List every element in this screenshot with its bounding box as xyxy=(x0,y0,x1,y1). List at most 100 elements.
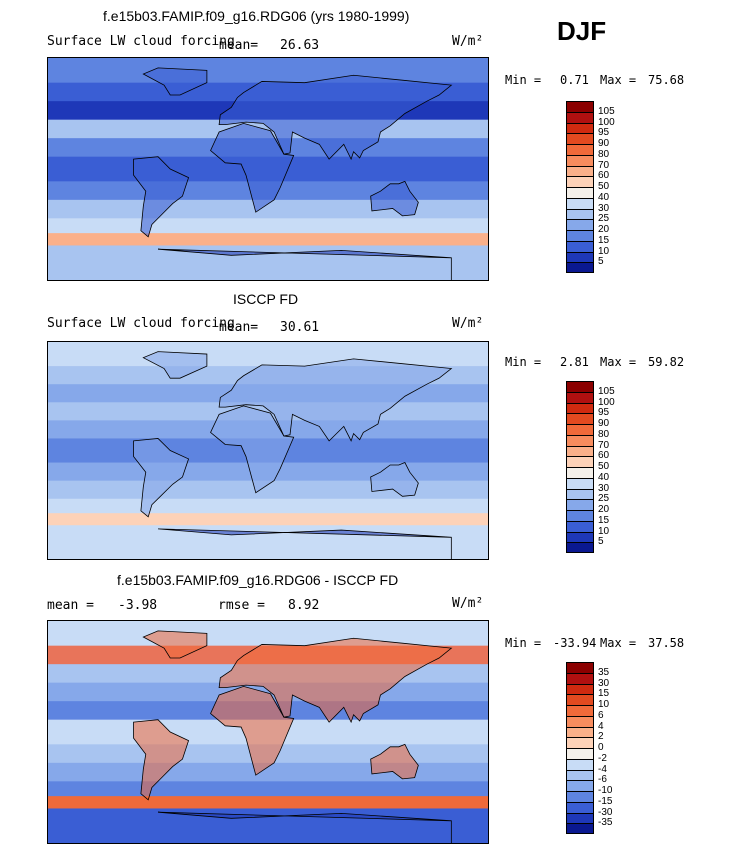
colorbar-tick-label: 4 xyxy=(598,720,604,732)
colorbar-tick-label: 10 xyxy=(598,525,610,537)
colorbar-tick-label: -6 xyxy=(598,774,607,786)
panel2-subtitle: Surface LW cloud forcing xyxy=(47,316,235,331)
colorbar-tick-label: 0 xyxy=(598,742,604,753)
continent-outline xyxy=(210,685,295,776)
panel1-mean-value: 26.63 xyxy=(280,38,320,53)
colorbar-swatch xyxy=(566,477,594,489)
colorbar-swatch xyxy=(566,683,594,695)
colorbar-swatch xyxy=(566,801,594,813)
colorbar-tick-label: 25 xyxy=(598,493,610,505)
field-band xyxy=(48,233,488,247)
colorbar-tick-label: 10 xyxy=(598,699,610,710)
colorbar-tick-label: 95 xyxy=(598,127,610,139)
colorbar-tick-label: -4 xyxy=(598,763,607,775)
colorbar-swatch xyxy=(566,133,594,144)
panel2-colorbar: 105 100 95 90 80 70 60 50 40 30 25 20 15 10 5 xyxy=(566,381,626,556)
colorbar-swatch xyxy=(566,144,594,155)
panel3-title: f.e15b03.FAMIP.f09_g16.RDG06 - ISCCP FD xyxy=(117,572,399,588)
continent-outline xyxy=(210,122,295,213)
colorbar-swatch xyxy=(566,413,594,424)
colorbar-tick-label: 10 xyxy=(598,245,610,257)
panel3-min-label: Min = xyxy=(505,636,542,650)
colorbar-swatch xyxy=(566,748,594,759)
field-band xyxy=(48,808,488,843)
colorbar-swatch xyxy=(566,705,594,716)
panel3-rmse-label: rmse = xyxy=(218,598,265,613)
colorbar-tick-label: 90 xyxy=(598,418,610,429)
colorbar-swatch xyxy=(566,542,594,553)
colorbar-swatch xyxy=(566,240,594,252)
colorbar-tick-label: -2 xyxy=(598,752,607,764)
colorbar-swatch xyxy=(566,197,594,209)
colorbar-swatch xyxy=(566,791,594,802)
colorbar-swatch xyxy=(566,187,594,198)
panel2-min-label: Min = xyxy=(505,355,542,369)
colorbar-swatch xyxy=(566,402,594,414)
continent-outline xyxy=(142,351,208,379)
panel2-title: ISCCP FD xyxy=(233,291,299,307)
colorbar-swatch xyxy=(566,122,594,134)
colorbar-swatch xyxy=(566,520,594,532)
continent-outline xyxy=(133,156,190,238)
colorbar-swatch xyxy=(566,467,594,478)
field-band xyxy=(48,245,488,280)
colorbar-tick-label: 100 xyxy=(598,396,615,408)
continent-outline xyxy=(218,358,453,442)
panel2-max-value: 59.82 xyxy=(648,355,685,369)
panel2-mean-label: mean= xyxy=(219,320,259,335)
continent-outline xyxy=(133,438,190,518)
continent-outline xyxy=(133,719,190,801)
panel3-heatmap xyxy=(48,621,488,843)
colorbar-swatch xyxy=(566,780,594,791)
continent-outline xyxy=(142,67,208,96)
panel1-map xyxy=(47,57,489,281)
panel2-max-label: Max = xyxy=(600,355,637,369)
colorbar-swatch xyxy=(566,424,594,435)
colorbar-tick-label: 25 xyxy=(598,213,610,225)
season-label: DJF xyxy=(557,16,607,46)
colorbar-tick-label: 40 xyxy=(598,191,610,203)
panel3-max-value: 37.58 xyxy=(648,636,685,650)
field-band xyxy=(48,218,488,235)
panel3-min-value: -33.94 xyxy=(553,636,597,650)
panel1-subtitle: Surface LW cloud forcing xyxy=(47,34,235,49)
field-band xyxy=(48,525,488,559)
colorbar-swatch xyxy=(566,434,594,446)
field-band xyxy=(48,58,488,84)
panel1-max-value: 75.68 xyxy=(648,73,685,87)
colorbar-swatch xyxy=(566,758,594,770)
continent-outline xyxy=(218,74,453,161)
colorbar-swatch xyxy=(566,531,594,543)
continent-outline xyxy=(370,743,419,780)
colorbar-swatch xyxy=(566,262,594,273)
continent-outline xyxy=(157,811,452,843)
continent-outline xyxy=(210,405,295,494)
panel2-min-value: 2.81 xyxy=(560,355,589,369)
colorbar-tick-label: 50 xyxy=(598,461,610,472)
colorbar-swatch xyxy=(566,737,594,748)
colorbar-swatch xyxy=(566,769,594,781)
colorbar-swatch xyxy=(566,726,594,738)
colorbar-tick-label: 70 xyxy=(598,159,610,171)
colorbar-swatch xyxy=(566,154,594,166)
colorbar-swatch xyxy=(566,499,594,510)
panel1-max-label: Max = xyxy=(600,73,637,87)
panel3-colorbar: 35 30 15 10 6 4 2 0 -2 -4 -6 -10 -15 -30 -35 xyxy=(566,662,626,837)
panel2-heatmap xyxy=(48,342,488,559)
panel1-title: f.e15b03.FAMIP.f09_g16.RDG06 (yrs 1980-1… xyxy=(103,8,410,24)
panel1-min-value: 0.71 xyxy=(560,73,589,87)
field-band xyxy=(48,513,488,527)
panel2-mean-value: 30.61 xyxy=(280,320,320,335)
field-band xyxy=(48,498,488,515)
colorbar-tick-label: 5 xyxy=(598,256,604,268)
continent-outline xyxy=(142,630,208,659)
panel1-units: W/m² xyxy=(452,34,484,49)
colorbar-tick-label: 30 xyxy=(598,677,610,689)
colorbar-tick-label: 90 xyxy=(598,138,610,149)
colorbar-tick-label: 70 xyxy=(598,439,610,451)
colorbar-swatch xyxy=(566,715,594,727)
field-band xyxy=(48,781,488,798)
colorbar-tick-label: -10 xyxy=(598,785,613,796)
colorbar-tick-label: 105 xyxy=(598,385,615,397)
colorbar-tick-label: 50 xyxy=(598,181,610,192)
